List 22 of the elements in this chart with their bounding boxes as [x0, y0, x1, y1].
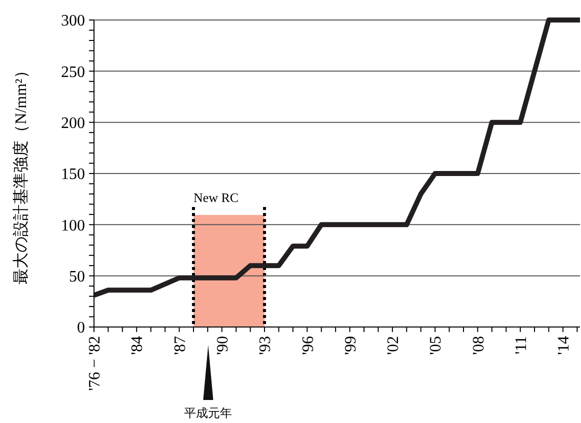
text: 平成元年 [184, 406, 232, 420]
x-tick-label: '93 [257, 336, 274, 355]
y-axis-title: 最大の設計基準強度（N/mm²） [12, 62, 30, 284]
x-tick-label: '84 [129, 336, 146, 355]
x-tick-label: '76 − '82 [86, 336, 104, 391]
y-tick-label: 250 [61, 64, 85, 81]
x-tick-label: '90 [214, 336, 232, 355]
y-tick-label: 200 [61, 114, 85, 132]
y-tick-label: 300 [61, 12, 85, 30]
y-tick-label: 150 [61, 166, 85, 184]
y-tick-label: 50 [69, 268, 85, 286]
x-tick-label: '08 [470, 336, 488, 355]
y-tick-label: 0 [77, 320, 85, 337]
y-tick-label: 100 [61, 217, 85, 234]
x-tick-label: '02 [385, 336, 402, 355]
x-tick-label: '14 [556, 336, 573, 355]
x-tick-label: '11 [512, 336, 530, 354]
x-tick-label: '87 [172, 336, 189, 355]
x-tick-label: '96 [300, 336, 317, 355]
x-tick-label: '99 [342, 336, 360, 355]
x-tick-label: '05 [428, 336, 445, 355]
band-label: New RC [193, 190, 239, 205]
